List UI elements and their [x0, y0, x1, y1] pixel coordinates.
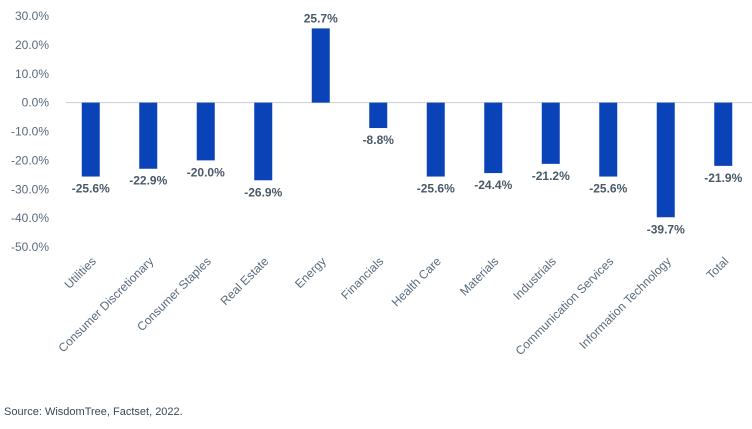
- bar: [369, 102, 388, 129]
- x-tick-label: Industrials: [510, 254, 559, 303]
- data-label: -8.8%: [363, 133, 395, 147]
- x-tick-label: Communication Services: [513, 254, 617, 358]
- x-tick-label: Financials: [338, 254, 386, 302]
- y-tick-label: 0.0%: [22, 96, 50, 110]
- data-labels: -25.6% -22.9% -20.0% -26.9% 25.7% -8.8% -25.6%…: [72, 11, 743, 236]
- bar: [599, 102, 618, 177]
- bar: [196, 102, 215, 161]
- x-tick-label: Real Estate: [218, 254, 272, 308]
- data-label: -25.6%: [72, 182, 110, 196]
- bar: [426, 102, 445, 177]
- y-tick-label: -40.0%: [11, 211, 49, 225]
- y-tick-label: -10.0%: [11, 125, 49, 139]
- y-tick-label: -30.0%: [11, 182, 49, 196]
- data-label: -21.2%: [532, 169, 570, 183]
- x-tick-label: Consumer Discretionary: [55, 254, 156, 355]
- x-tick-label: Utilities: [62, 254, 99, 291]
- x-tick-label: Total: [704, 254, 732, 282]
- x-tick-label: Health Care: [389, 254, 444, 309]
- bar: [541, 102, 560, 164]
- bar: [484, 102, 503, 174]
- x-tick-label: Materials: [457, 254, 501, 298]
- bar: [714, 102, 733, 166]
- y-tick-label: 30.0%: [15, 9, 49, 23]
- y-axis: 30.0% 20.0% 10.0% 0.0% -10.0% -20.0% -30.0% -40…: [11, 9, 49, 254]
- bars: [81, 28, 733, 218]
- source-note: Source: WisdomTree, Factset, 2022.: [4, 406, 183, 418]
- bar: [311, 28, 330, 103]
- data-label: 25.7%: [304, 11, 338, 25]
- data-label: -25.6%: [417, 182, 455, 196]
- bar: [81, 102, 100, 177]
- y-tick-label: 20.0%: [15, 38, 49, 52]
- data-label: -20.0%: [187, 165, 225, 179]
- bar: [254, 102, 273, 181]
- y-tick-label: 10.0%: [15, 67, 49, 81]
- y-tick-label: -20.0%: [11, 153, 49, 167]
- bar: [139, 102, 158, 169]
- data-label: -39.7%: [647, 222, 685, 236]
- data-label: -24.4%: [474, 178, 512, 192]
- y-tick-label: -50.0%: [11, 240, 49, 254]
- x-tick-label: Energy: [292, 254, 329, 291]
- data-label: -26.9%: [244, 185, 282, 199]
- bar: [656, 102, 675, 218]
- data-label: -21.9%: [704, 171, 742, 185]
- data-label: -22.9%: [129, 174, 167, 188]
- data-label: -25.6%: [589, 182, 627, 196]
